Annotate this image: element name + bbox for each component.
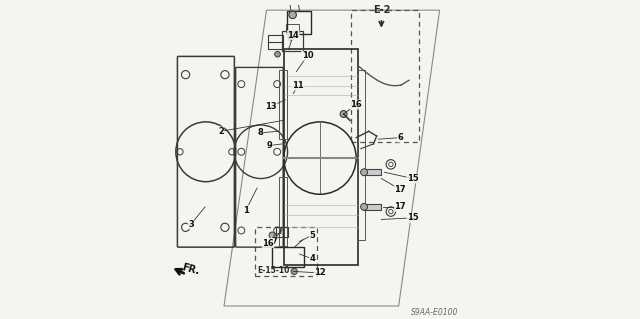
Text: 17: 17 xyxy=(394,185,406,194)
Circle shape xyxy=(289,11,296,19)
Text: 12: 12 xyxy=(314,269,326,278)
Bar xyxy=(255,227,317,276)
Text: 13: 13 xyxy=(266,102,277,111)
Bar xyxy=(276,227,288,237)
Text: 11: 11 xyxy=(292,81,304,90)
Text: 17: 17 xyxy=(394,202,406,211)
Bar xyxy=(287,11,310,34)
Bar xyxy=(272,247,303,267)
Text: 5: 5 xyxy=(309,231,315,240)
Bar xyxy=(268,35,283,49)
Text: 9: 9 xyxy=(267,141,273,150)
Circle shape xyxy=(340,111,347,117)
Text: 10: 10 xyxy=(301,51,313,60)
Text: 15: 15 xyxy=(407,213,419,222)
Bar xyxy=(364,169,381,175)
Text: 8: 8 xyxy=(257,128,263,137)
Text: S9AA-E0100: S9AA-E0100 xyxy=(412,308,459,316)
Bar xyxy=(279,177,287,246)
Text: E-15-10: E-15-10 xyxy=(257,265,289,275)
Bar xyxy=(357,70,365,240)
Text: FR.: FR. xyxy=(181,262,201,276)
Text: 16: 16 xyxy=(262,239,274,248)
Circle shape xyxy=(360,204,367,210)
Text: 6: 6 xyxy=(397,133,403,142)
Text: 4: 4 xyxy=(309,254,315,263)
Circle shape xyxy=(275,51,280,57)
Text: 3: 3 xyxy=(188,220,194,229)
Text: 2: 2 xyxy=(218,127,224,136)
Bar xyxy=(282,31,303,51)
Text: 1: 1 xyxy=(243,205,249,214)
Bar xyxy=(286,24,299,32)
Circle shape xyxy=(360,169,367,176)
Circle shape xyxy=(288,34,294,40)
Bar xyxy=(364,204,381,210)
Bar xyxy=(284,49,358,265)
Bar xyxy=(351,10,419,142)
Circle shape xyxy=(269,232,275,238)
Text: E-2: E-2 xyxy=(372,5,390,15)
Text: 15: 15 xyxy=(407,174,419,183)
Text: 16: 16 xyxy=(350,100,362,109)
Circle shape xyxy=(291,268,298,275)
Text: 7: 7 xyxy=(271,237,277,246)
Bar xyxy=(279,70,287,139)
Text: 14: 14 xyxy=(287,31,299,40)
